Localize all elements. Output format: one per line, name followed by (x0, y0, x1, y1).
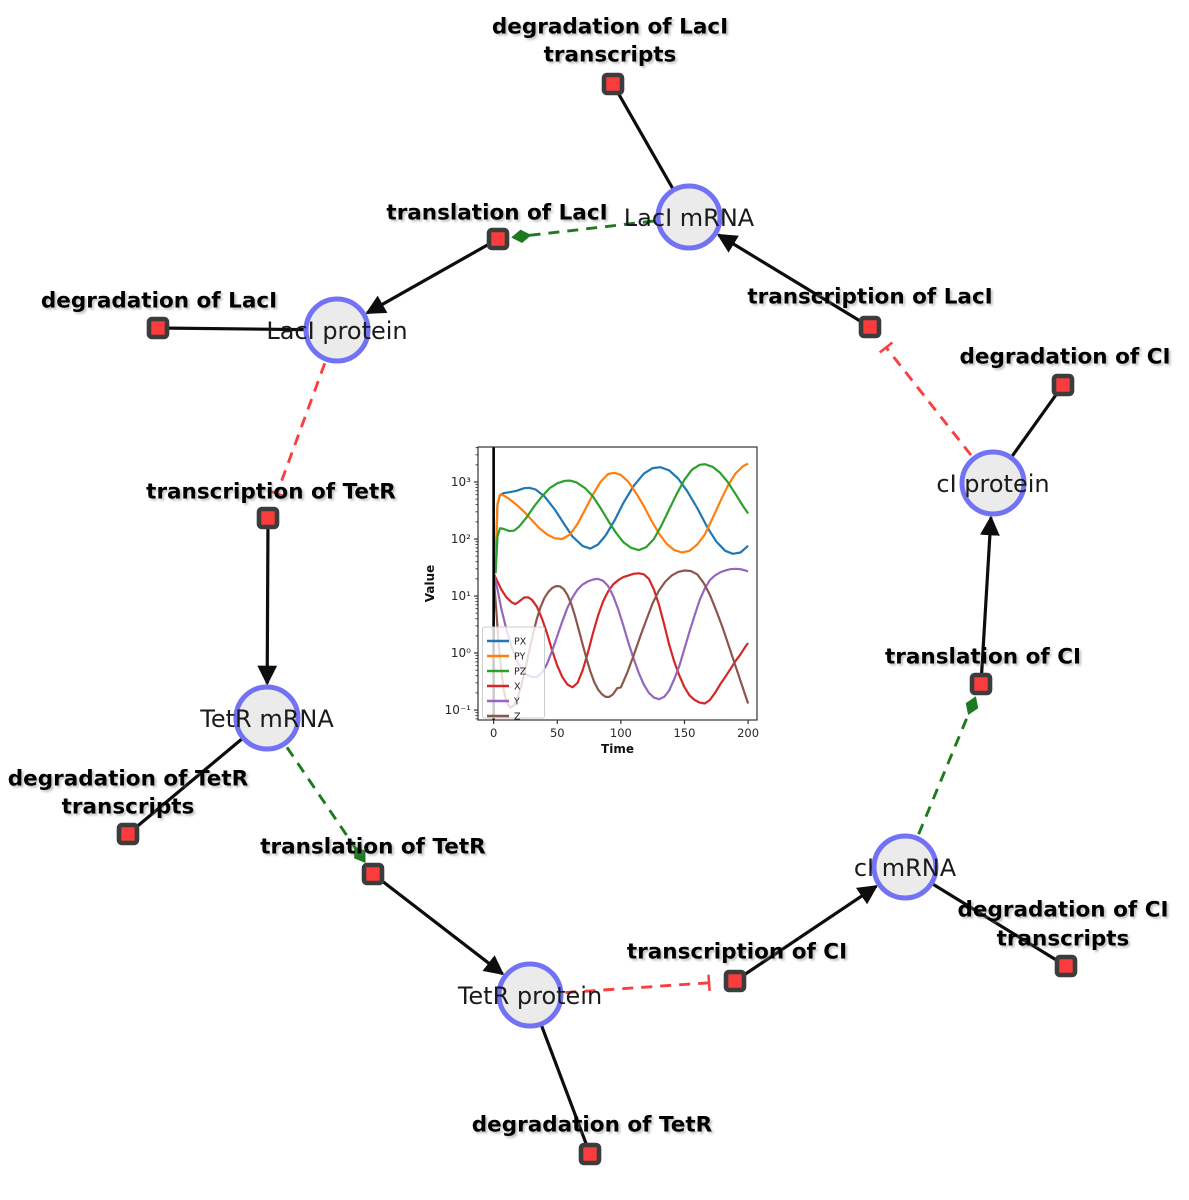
reaction-node-deg_ci_tr[interactable] (1054, 954, 1078, 978)
x-tick-label: 50 (550, 726, 565, 740)
edge-modifier-laci_mrna-transl_laci (511, 219, 654, 244)
series-line-PX (494, 466, 749, 562)
reaction-node-deg_tetr[interactable] (578, 1142, 602, 1166)
label-layer: degradation of LacI transcripts translatio… (8, 15, 1171, 1138)
edge-inhibition-tetr_protein-transc_ci (565, 974, 711, 995)
reaction-label-deg_tetr-line1: degradation of TetR (472, 1113, 713, 1138)
edge-production-transl_laci-laci_protein (365, 237, 499, 315)
series-line-X (492, 572, 749, 705)
y-tick-label: 10⁰ (451, 646, 471, 660)
reaction-node-transc_tetr[interactable] (256, 506, 280, 530)
reaction-label-transl_ci-line1: translation of CI (885, 645, 1081, 670)
series-line-PZ (494, 463, 750, 574)
species-label-ci_mrna: cI mRNA (854, 854, 957, 882)
species-node-laci_mrna[interactable] (655, 183, 723, 251)
edge-inhibition-laci_protein-transc_tetr (268, 362, 327, 498)
reaction-label-deg_laci-line1: degradation of LacI (41, 289, 277, 314)
reaction-node-deg_laci_tr[interactable] (601, 72, 625, 96)
reaction-node-deg_tetr_tr[interactable] (116, 822, 140, 846)
reaction-label-deg_ci_tr-line2: transcripts (997, 927, 1130, 952)
legend-label-PZ: PZ (514, 667, 527, 678)
legend-label-Z: Z (514, 712, 521, 723)
edge-modifier-ci_mrna-transl_ci (917, 696, 979, 835)
species-node-tetr_protein[interactable] (496, 961, 564, 1029)
reaction-node-transl_ci[interactable] (969, 672, 993, 696)
edge-production-transc_laci-laci_mrna (716, 233, 871, 329)
reaction-label-transl_tetr-line1: translation of TetR (260, 835, 486, 860)
edge-production-transc_ci-ci_mrna (734, 884, 878, 983)
reaction-label-deg_ci-line1: degradation of CI (960, 345, 1171, 370)
chart-legend: PX PY PZ XYZ (482, 626, 545, 723)
legend-label-Y: Y (513, 697, 520, 708)
legend-box (482, 626, 545, 719)
inset-chart: 0 50 100 150 20010³10²10¹10⁰10⁻¹TimeValuePXP… (423, 446, 759, 756)
species-node-laci_protein[interactable] (303, 296, 371, 364)
y-tick-label: 10³ (451, 475, 471, 489)
species-label-ci_protein: cI protein (936, 470, 1049, 498)
y-axis-label: Value (423, 565, 437, 603)
legend-label-X: X (514, 682, 521, 693)
reaction-label-transc_ci-line1: transcription of CI (627, 940, 847, 965)
species-label-tetr_protein: TetR protein (457, 982, 602, 1010)
reaction-label-deg_laci_tr-line1: degradation of LacI (492, 15, 728, 40)
species-label-laci_mrna: LacI mRNA (624, 204, 755, 232)
legend-label-PY: PY (514, 652, 526, 663)
reaction-layer (116, 72, 1078, 1166)
edge-modifier-tetr_mrna-transl_tetr (285, 746, 366, 863)
edge-inhibition-ci_protein-transc_laci (878, 341, 973, 457)
reaction-label-transc_tetr-line1: transcription of TetR (146, 480, 396, 505)
species-node-ci_protein[interactable] (959, 449, 1027, 517)
species-layer (233, 183, 1027, 1029)
reaction-label-deg_tetr_tr-line2: transcripts (62, 795, 195, 820)
x-tick-label: 100 (610, 726, 632, 740)
edge-production-transc_tetr-tetr_mrna (257, 517, 278, 686)
legend-label-PX: PX (514, 637, 527, 648)
reaction-label-transc_laci-line1: transcription of LacI (747, 285, 992, 310)
reaction-label-deg_tetr_tr-line1: degradation of TetR (8, 767, 249, 792)
edge-production-transl_ci-ci_protein (979, 515, 1000, 685)
reaction-label-deg_laci_tr-line2: transcripts (544, 43, 677, 68)
x-tick-label: 0 (490, 726, 497, 740)
plot-frame (477, 446, 758, 721)
reaction-node-deg_laci[interactable] (146, 316, 170, 340)
reaction-node-deg_ci[interactable] (1051, 373, 1075, 397)
reaction-node-transl_tetr[interactable] (361, 862, 385, 886)
reaction-label-transl_laci-line1: translation of LacI (386, 201, 607, 226)
y-tick-label: 10⁻¹ (445, 703, 472, 717)
edge-production-transl_tetr-tetr_protein (372, 872, 505, 976)
x-tick-label: 200 (737, 726, 759, 740)
y-tick-label: 10² (451, 532, 471, 546)
x-axis-label: Time (601, 742, 634, 756)
reaction-label-deg_ci_tr-line1: degradation of CI (958, 898, 1169, 923)
species-label-laci_protein: LacI protein (266, 317, 407, 345)
x-tick-label: 150 (674, 726, 696, 740)
series-line-PY (494, 462, 749, 569)
reaction-node-transc_ci[interactable] (723, 969, 747, 993)
species-label-tetr_mrna: TetR mRNA (199, 705, 334, 733)
species-node-tetr_mrna[interactable] (233, 684, 301, 752)
reaction-node-transl_laci[interactable] (486, 227, 510, 251)
reaction-node-transc_laci[interactable] (858, 315, 882, 339)
y-tick-label: 10¹ (451, 589, 471, 603)
species-node-ci_mrna[interactable] (871, 833, 939, 901)
